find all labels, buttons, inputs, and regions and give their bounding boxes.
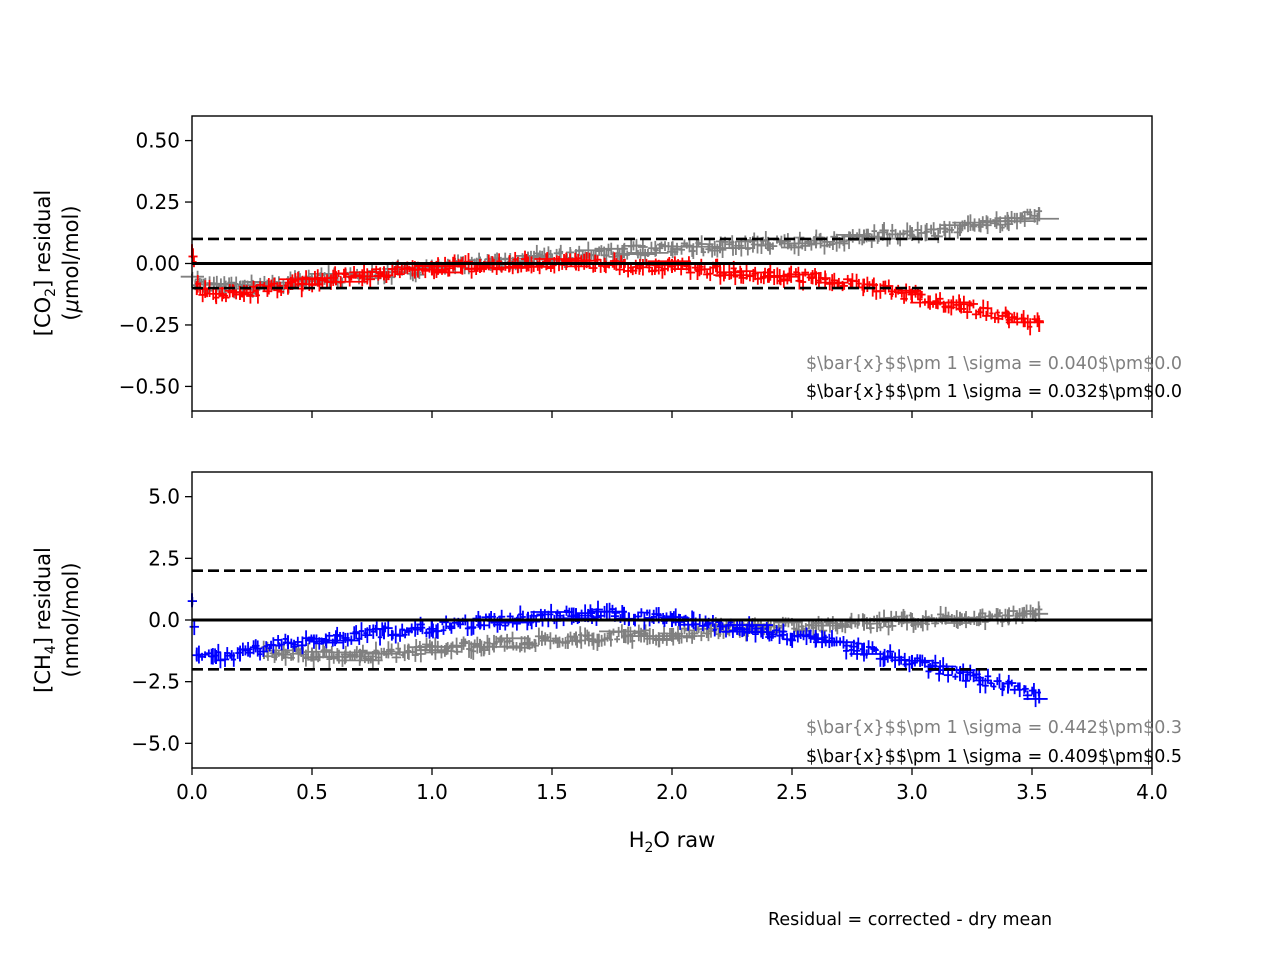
co2-y-tick-label: 0.50 [135,129,180,153]
ch4-ylabel-line1: [CH4] residual [31,547,59,693]
x-axis-label: H2O raw [629,828,716,856]
ch4-stat-black: $\bar{x}$$\pm 1 \sigma = 0.409$\pm$0.5 [806,747,1182,767]
co2-ylabel: [CO2] residual (μmol/mol) [31,190,83,336]
co2-stat-gray: $\bar{x}$$\pm 1 \sigma = 0.040$\pm$0.0 [806,354,1182,374]
co2-ticks: 0.50 0.25 0.00 −0.25 −0.50 [119,129,1153,418]
footnote: Residual = corrected - dry mean [768,910,1052,930]
ch4-ylabel: [CH4] residual (nmol/mol) [31,547,83,693]
ch4-reference-lines [192,569,1152,671]
ch4-x-tick-label: 1.0 [416,780,448,804]
co2-series-red [188,244,1044,336]
ch4-y-tick-label: 0.0 [148,608,180,632]
co2-y-tick-label: −0.25 [119,313,180,337]
co2-ylabel-line2: (μmol/mol) [59,205,83,320]
ch4-x-tick-label: 0.5 [296,780,328,804]
co2-data-layer [180,206,1059,336]
ch4-ticks: 0.0 0.5 1.0 1.5 2.0 2.5 3.0 3.5 4.0 5.0 2.5 0.0 −2.5… [131,485,1167,804]
ch4-x-tick-label: 2.0 [656,780,688,804]
co2-y-tick-label: 0.25 [135,190,180,214]
ch4-x-tick-label: 3.5 [1016,780,1048,804]
co2-y-tick-label: −0.50 [119,374,180,398]
ch4-y-tick-label: 2.5 [148,546,180,570]
ch4-stat-gray: $\bar{x}$$\pm 1 \sigma = 0.442$\pm$0.3 [806,718,1182,738]
ch4-x-tick-label: 0.0 [176,780,208,804]
ch4-x-tick-label: 4.0 [1136,780,1168,804]
ch4-x-tick-label: 2.5 [776,780,808,804]
ch4-panel: 0.0 0.5 1.0 1.5 2.0 2.5 3.0 3.5 4.0 5.0 2.5 0.0 −2.5… [31,471,1182,804]
co2-y-tick-label: 0.00 [135,252,180,276]
ch4-x-tick-label: 3.0 [896,780,928,804]
ch4-y-tick-label: 5.0 [148,485,180,509]
ch4-x-tick-label: 1.5 [536,780,568,804]
co2-panel: 0.50 0.25 0.00 −0.25 −0.50 $\bar{x}$$\pm 1 \… [31,115,1182,418]
ch4-ylabel-line2: (nmol/mol) [59,562,83,677]
co2-reference-lines [192,237,1152,290]
co2-ylabel-line1: [CO2] residual [31,190,59,336]
ch4-y-tick-label: −5.0 [131,731,180,755]
co2-stat-black: $\bar{x}$$\pm 1 \sigma = 0.032$\pm$0.0 [806,382,1182,402]
ch4-data-layer [187,593,1049,708]
ch4-y-tick-label: −2.5 [131,670,180,694]
